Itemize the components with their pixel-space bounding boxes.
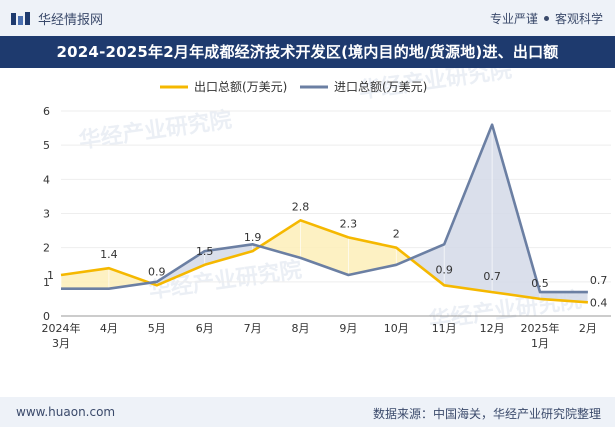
import-data-label: 0.7 [590,274,608,287]
export-data-label: 0.5 [531,277,549,290]
tag-separator-dot [543,16,549,21]
watermark-text: 华经产业研究院 [77,107,233,154]
top-bar: 华经情报网 专业严谨 客观科学 [0,0,615,36]
gap-fill-area [540,292,588,303]
footer: www.huaon.com 数据来源：中国海关，华经产业研究院整理 [0,397,615,427]
x-tick-label: 7月 [244,322,262,335]
x-tick-label: 12月 [480,322,505,335]
x-tick-label: 10月 [384,322,409,335]
export-data-label: 1.4 [100,248,118,261]
x-tick-label: 8月 [292,322,310,335]
header-tags: 专业严谨 客观科学 [490,10,603,27]
footer-site: www.huaon.com [16,405,116,419]
x-tick-label: 9月 [339,322,357,335]
y-tick-label: 2 [43,242,50,255]
y-tick-label: 6 [43,105,50,118]
import-series-line [61,123,588,294]
legend-export-label: 出口总额(万美元) [194,80,287,94]
export-data-label: 0.7 [483,270,501,283]
export-data-label: 2.8 [292,200,310,213]
export-data-label: 1.9 [244,231,262,244]
x-tick-label: 5月 [148,322,166,335]
export-data-label: 1 [47,269,54,282]
x-tick-label: 11月 [432,322,457,335]
y-tick-label: 1 [43,276,50,289]
export-data-label: 0.9 [435,263,453,276]
brand-name: 华经情报网 [38,13,104,28]
x-tick-label: 2024年 [42,321,81,335]
x-tick-label: 4月 [100,322,118,335]
line-chart: 华经产业研究院华经产业研究院华经产业研究院华经产业研究院012345611.40… [42,68,611,350]
tag-professional: 专业严谨 [489,12,538,26]
y-tick-label: 0 [43,310,50,323]
gap-fill-area [410,244,445,286]
x-tick-label: 2月 [579,322,597,335]
brand: 华经情报网 [10,9,103,28]
footer-source: 数据来源：中国海关，华经产业研究院整理 [372,407,601,421]
x-tick-label: 6月 [196,322,214,335]
y-tick-label: 4 [43,173,50,186]
x-tick-label: 1月 [531,337,549,350]
x-tick-label: 2025年 [521,321,560,335]
tag-objective: 客观科学 [554,12,603,26]
export-data-label: 0.9 [148,265,166,278]
legend-import-label: 进口总额(万美元) [334,80,427,94]
chart-title: 2024-2025年2月年成都经济技术开发区(境内目的地/货源地)进、出口额 [0,36,615,68]
export-data-label: 2.3 [340,217,358,230]
export-data-label: 0.4 [590,296,608,309]
y-tick-label: 3 [43,208,50,221]
y-tick-label: 5 [43,139,50,152]
export-data-label: 1.5 [196,245,214,258]
brand-logo-icon [11,11,30,25]
gap-fill-area [348,237,397,275]
gap-fill-area [444,124,493,293]
export-data-label: 2 [393,228,400,241]
x-tick-label: 3月 [52,337,70,350]
